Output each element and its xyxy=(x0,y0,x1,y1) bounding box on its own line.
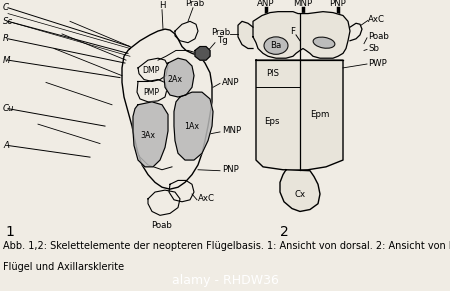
Text: AxC: AxC xyxy=(198,194,215,203)
Polygon shape xyxy=(133,102,168,167)
Text: PlS: PlS xyxy=(266,69,279,78)
Polygon shape xyxy=(238,21,253,49)
Polygon shape xyxy=(195,47,210,60)
Text: R: R xyxy=(3,34,9,43)
Polygon shape xyxy=(164,58,194,97)
Polygon shape xyxy=(280,170,320,212)
Text: 2Ax: 2Ax xyxy=(167,75,183,84)
Ellipse shape xyxy=(313,37,335,48)
Text: DMP: DMP xyxy=(142,66,159,75)
Text: M: M xyxy=(3,56,10,65)
Text: MNP: MNP xyxy=(293,0,313,8)
Text: Prab: Prab xyxy=(185,0,205,8)
Text: ANP: ANP xyxy=(222,78,239,87)
Text: Prab: Prab xyxy=(211,29,230,38)
Text: Poab: Poab xyxy=(368,32,389,41)
Text: 3Ax: 3Ax xyxy=(140,131,156,140)
Text: C: C xyxy=(3,3,9,12)
Text: PNP: PNP xyxy=(329,0,346,8)
Text: Cu: Cu xyxy=(3,104,14,113)
Text: Sc: Sc xyxy=(3,17,13,26)
Text: Cx: Cx xyxy=(294,189,306,198)
Polygon shape xyxy=(256,60,343,170)
Text: Flügel und Axillarsklerite: Flügel und Axillarsklerite xyxy=(3,262,124,272)
Text: F: F xyxy=(291,26,296,36)
Text: 2: 2 xyxy=(280,225,289,239)
Text: AxC: AxC xyxy=(368,15,385,24)
Text: 1: 1 xyxy=(5,225,14,239)
Text: A: A xyxy=(3,141,9,150)
Polygon shape xyxy=(174,92,213,160)
Text: Eps: Eps xyxy=(264,117,279,126)
Text: ANP: ANP xyxy=(257,0,275,8)
Text: H: H xyxy=(159,1,165,10)
Text: Tg: Tg xyxy=(218,36,229,45)
Text: PWP: PWP xyxy=(368,58,387,68)
Text: PMP: PMP xyxy=(143,88,159,97)
Text: 1Ax: 1Ax xyxy=(184,122,199,131)
Text: alamy - RHDW36: alamy - RHDW36 xyxy=(171,274,279,287)
Ellipse shape xyxy=(264,37,288,54)
Text: Poab: Poab xyxy=(152,221,172,230)
Polygon shape xyxy=(253,12,350,58)
Text: MNP: MNP xyxy=(222,127,241,135)
Text: Sb: Sb xyxy=(368,44,379,53)
Text: Abb. 1,2: Skelettelemente der neopteren Flügelbasis. 1: Ansicht von dorsal. 2: A: Abb. 1,2: Skelettelemente der neopteren … xyxy=(3,241,450,251)
Text: PNP: PNP xyxy=(222,165,239,174)
Text: Ba: Ba xyxy=(270,41,282,50)
Text: Epm: Epm xyxy=(310,110,329,119)
